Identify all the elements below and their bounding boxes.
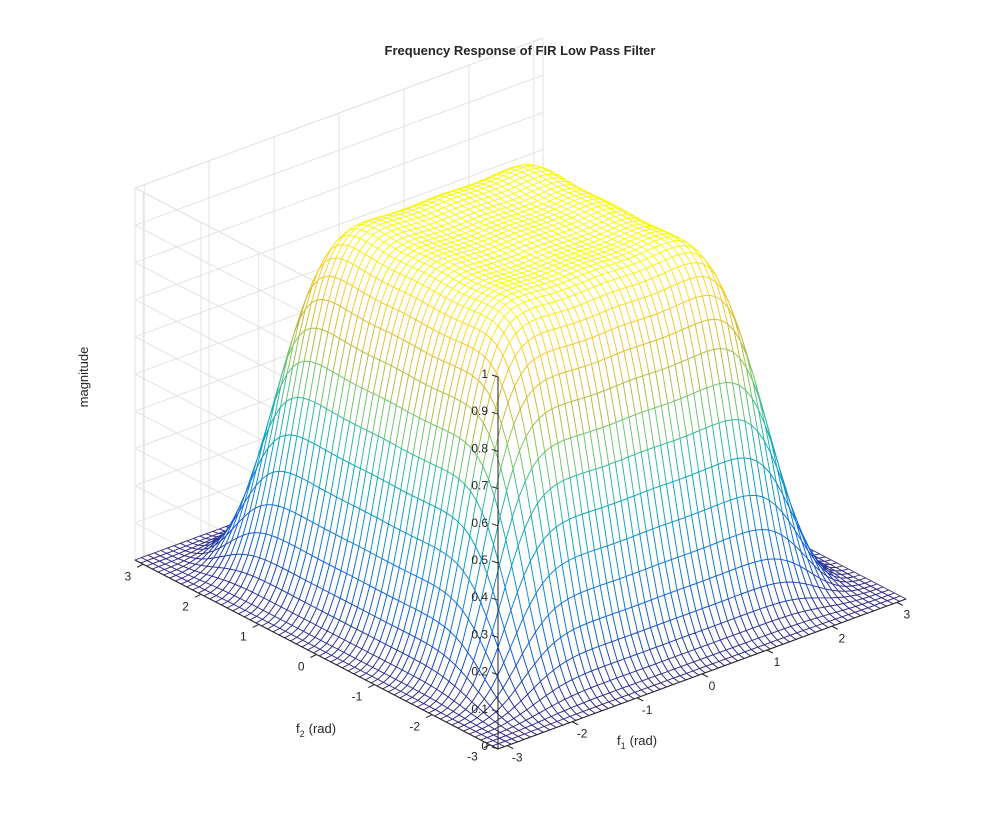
z-tick-label: 0.2 — [471, 665, 488, 679]
z-tick-label: 1 — [481, 367, 488, 381]
z-tick-label: 0.4 — [471, 590, 488, 604]
z-tick-mark — [491, 746, 499, 750]
x-tick-mark — [636, 697, 644, 702]
y-axis-label-var: f — [296, 721, 300, 736]
y-tick-mark — [252, 623, 259, 628]
z-tick-label: 0.5 — [471, 553, 488, 567]
z-tick-mark — [491, 672, 499, 676]
x-tick-mark — [831, 625, 839, 630]
z-axis-label: magnitude — [76, 347, 91, 408]
z-tick-mark — [491, 486, 499, 490]
x-tick-label: 3 — [903, 607, 910, 621]
x-tick-label: 1 — [774, 655, 781, 669]
y-tick-mark — [136, 563, 144, 568]
z-tick-mark — [491, 709, 499, 713]
y-tick-label: -2 — [409, 720, 420, 734]
y-axis-label: f2 (rad) — [296, 721, 336, 739]
z-tick-mark — [491, 374, 499, 378]
grid-line — [134, 37, 544, 189]
x-axis-label-var: f — [617, 733, 621, 748]
y-tick-label: -1 — [352, 690, 363, 704]
z-tick-label: 0.1 — [471, 702, 488, 716]
x-tick-label: 2 — [839, 631, 846, 645]
x-tick-label: 0 — [709, 679, 716, 693]
surface-mesh — [134, 164, 907, 750]
z-tick-mark — [491, 597, 499, 601]
y-tick-mark — [310, 654, 317, 658]
x-tick-mark — [766, 649, 774, 654]
z-tick-mark — [491, 411, 499, 415]
x-axis-label-sub: 1 — [621, 741, 626, 751]
y-tick-mark — [194, 593, 202, 598]
x-tick-label: -2 — [577, 727, 588, 741]
z-tick-mark — [491, 523, 499, 527]
y-axis-label-sub: 2 — [300, 729, 305, 739]
z-tick-label: 0.9 — [471, 404, 488, 418]
y-tick-mark — [368, 684, 375, 689]
z-tick-label: 0.7 — [471, 479, 488, 493]
z-tick-label: 0.6 — [471, 516, 488, 530]
z-tick-mark — [491, 448, 499, 452]
x-axis-label: f1 (rad) — [617, 733, 657, 751]
y-axis-label-unit: (rad) — [309, 721, 336, 736]
z-tick-label: 0 — [481, 739, 488, 753]
z-tick-label: 0.8 — [471, 441, 488, 455]
axis-lines — [134, 374, 907, 750]
x-tick-mark — [506, 745, 514, 750]
chart-title: Frequency Response of FIR Low Pass Filte… — [385, 43, 656, 58]
y-tick-label: 0 — [298, 660, 305, 674]
y-tick-label: 1 — [240, 629, 247, 643]
x-tick-label: -3 — [512, 751, 523, 765]
y-tick-mark — [483, 744, 491, 749]
y-tick-label: -3 — [467, 750, 478, 764]
x-tick-mark — [571, 721, 579, 726]
x-tick-label: -1 — [642, 703, 653, 717]
z-tick-mark — [491, 634, 499, 638]
z-tick-label: 0.3 — [471, 627, 488, 641]
z-tick-mark — [491, 560, 499, 564]
y-tick-mark — [425, 714, 433, 719]
tick-labels: -3 -2 -1 0 1 2 3 -3 -2 -1 0 1 2 3 0 0.1 0.2 0.3 0.4 0.5 0.6 0… — [124, 367, 910, 765]
x-tick-mark — [701, 673, 709, 678]
y-tick-label: 2 — [182, 599, 189, 613]
y-tick-label: 3 — [124, 569, 131, 583]
x-tick-mark — [896, 601, 904, 606]
x-axis-label-unit: (rad) — [630, 733, 657, 748]
